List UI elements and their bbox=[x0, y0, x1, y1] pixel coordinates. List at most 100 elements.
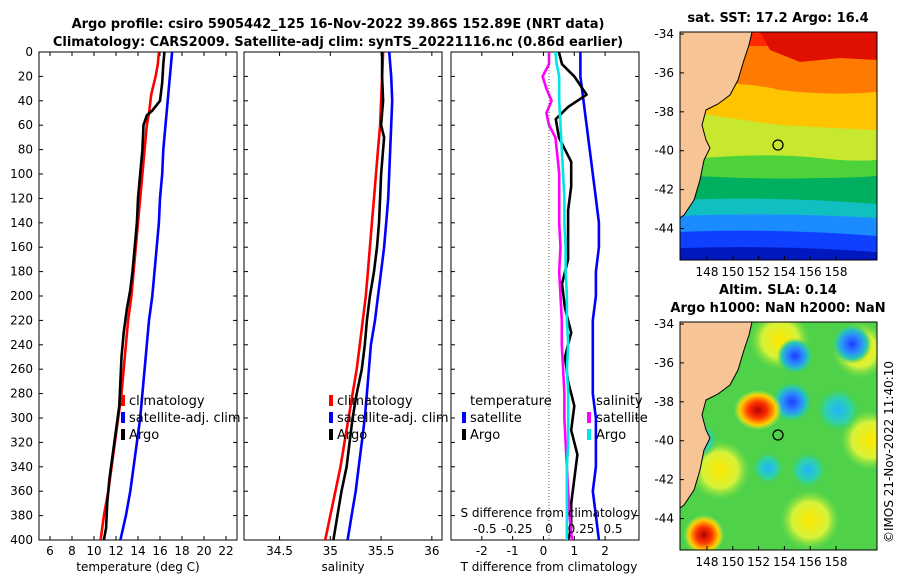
sst-map-title: sat. SST: 17.2 Argo: 16.4 bbox=[687, 11, 868, 26]
legend-swatch-climatology bbox=[121, 395, 125, 406]
sst-map bbox=[680, 32, 877, 260]
x-tick-label: 18 bbox=[174, 544, 189, 558]
map-lon-label: 158 bbox=[825, 555, 848, 569]
legend-swatch-t-argo bbox=[462, 429, 466, 440]
series-line-t-satellite bbox=[579, 52, 601, 540]
difference-series bbox=[541, 52, 601, 540]
depth-tick-label: 280 bbox=[10, 387, 33, 401]
sla-float-marker bbox=[772, 429, 784, 441]
map-lon-label: 154 bbox=[773, 555, 796, 569]
depth-tick-label: 20 bbox=[18, 69, 33, 83]
depth-tick-label: 320 bbox=[10, 435, 33, 449]
series-line-s-satellite bbox=[541, 52, 574, 540]
s-difference-tick-label: 0.5 bbox=[603, 522, 622, 536]
legend-swatch-t-satellite bbox=[462, 412, 466, 423]
depth-tick-label: 200 bbox=[10, 289, 33, 303]
difference-panel-frame bbox=[450, 51, 640, 541]
legend-title-temperature: temperature bbox=[470, 394, 552, 409]
sst-float-marker bbox=[772, 139, 784, 151]
x-tick-label: 0 bbox=[540, 544, 548, 558]
sla-map bbox=[680, 322, 877, 550]
sla-map-frame bbox=[679, 321, 878, 551]
salinity-panel-frame bbox=[243, 51, 443, 541]
temperature-legend: climatology satellite-adj. clim Argo bbox=[121, 394, 241, 443]
legend-label-t-argo: Argo bbox=[470, 428, 500, 443]
depth-tick-label: 300 bbox=[10, 411, 33, 425]
map-lon-label: 152 bbox=[747, 265, 770, 279]
depth-tick-label: 0 bbox=[25, 45, 33, 59]
x-tick-label: 35.5 bbox=[368, 544, 395, 558]
temperature-x-axis: 6 8 10 12 14 16 18 20 22 bbox=[46, 52, 234, 558]
map-lon-label: 158 bbox=[825, 265, 848, 279]
series-line-s-argo bbox=[554, 52, 570, 540]
sst-map-axes: -34 -36 -38 -40 -42 -44 148 150 152 154 156 158 bbox=[654, 27, 847, 279]
legend-label-satellite: satellite-adj. clim bbox=[337, 411, 449, 426]
x-tick-label: 34.5 bbox=[266, 544, 293, 558]
t-difference-axis-label: T difference from climatology bbox=[460, 560, 638, 574]
temperature-series bbox=[99, 52, 174, 540]
depth-tick-label: 400 bbox=[10, 533, 33, 547]
map-lat-label: -44 bbox=[654, 222, 674, 236]
sla-map-title-line2: Argo h1000: NaN h2000: NaN bbox=[670, 301, 885, 316]
sla-map-axes: -34 -36 -38 -40 -42 -44 148 150 152 154 156 158 bbox=[654, 317, 847, 569]
legend-label-argo: Argo bbox=[337, 428, 367, 443]
depth-tick-label: 260 bbox=[10, 362, 33, 376]
x-tick-label: 14 bbox=[130, 544, 145, 558]
legend-swatch-s-argo bbox=[587, 429, 591, 440]
difference-x-axis: -2 -1 0 1 2 bbox=[476, 52, 609, 558]
x-tick-label: 10 bbox=[86, 544, 101, 558]
depth-tick-label: 340 bbox=[10, 460, 33, 474]
sst-map-frame bbox=[679, 31, 878, 261]
map-lat-label: -36 bbox=[654, 356, 674, 370]
map-lat-label: -34 bbox=[654, 317, 674, 331]
legend-title-salinity: salinity bbox=[596, 394, 643, 409]
depth-tick-label: 100 bbox=[10, 167, 33, 181]
x-tick-label: -1 bbox=[507, 544, 519, 558]
depth-tick-label: 120 bbox=[10, 191, 33, 205]
map-lat-label: -40 bbox=[654, 144, 674, 158]
legend-label-satellite: satellite-adj. clim bbox=[129, 411, 241, 426]
series-line-climatology bbox=[323, 52, 385, 540]
legend-swatch-climatology bbox=[329, 395, 333, 406]
depth-tick-label: 80 bbox=[18, 143, 33, 157]
x-tick-label: 22 bbox=[218, 544, 233, 558]
map-lon-label: 156 bbox=[799, 265, 822, 279]
series-line-argo bbox=[332, 52, 386, 540]
x-tick-label: 20 bbox=[196, 544, 211, 558]
map-lat-label: -42 bbox=[654, 473, 674, 487]
legend-swatch-satellite bbox=[329, 412, 333, 423]
map-lon-label: 156 bbox=[799, 555, 822, 569]
series-line-satellite-adj-clim bbox=[119, 52, 174, 540]
x-tick-label: 36 bbox=[424, 544, 439, 558]
imos-credit: ©IMOS 21-Nov-2022 11:40:10 bbox=[882, 361, 896, 543]
figure-title-line2: Climatology: CARS2009. Satellite-adj cli… bbox=[53, 35, 623, 50]
salinity-x-axis: 34.5 35 35.5 36 bbox=[266, 52, 439, 558]
legend-label-s-satellite: satellite bbox=[596, 411, 648, 426]
legend-swatch-argo bbox=[329, 429, 333, 440]
temperature-axis-label: temperature (deg C) bbox=[76, 560, 199, 574]
x-tick-label: 1 bbox=[570, 544, 578, 558]
salinity-axis-label: salinity bbox=[321, 560, 364, 574]
s-difference-tick-label: 0.25 bbox=[568, 522, 595, 536]
x-tick-label: -2 bbox=[476, 544, 488, 558]
depth-tick-label: 220 bbox=[10, 313, 33, 327]
x-tick-label: 35 bbox=[323, 544, 338, 558]
map-lat-label: -42 bbox=[654, 183, 674, 197]
s-difference-tick-label: -0.25 bbox=[501, 522, 532, 536]
depth-tick-label: 160 bbox=[10, 240, 33, 254]
map-lat-label: -36 bbox=[654, 66, 674, 80]
x-tick-label: 8 bbox=[68, 544, 76, 558]
s-difference-tick-label: -0.5 bbox=[473, 522, 496, 536]
map-lat-label: -34 bbox=[654, 27, 674, 41]
x-tick-label: 6 bbox=[46, 544, 54, 558]
map-lon-label: 152 bbox=[747, 555, 770, 569]
salinity-difference-axis: -0.5-0.2500.250.5 bbox=[473, 522, 622, 536]
series-line-satellite-adj-clim bbox=[346, 52, 394, 540]
depth-tick-label: 140 bbox=[10, 216, 33, 230]
map-lon-label: 150 bbox=[721, 555, 744, 569]
depth-tick-label: 380 bbox=[10, 509, 33, 523]
legend-swatch-s-satellite bbox=[587, 412, 591, 423]
map-lat-label: -38 bbox=[654, 395, 674, 409]
legend-label-s-argo: Argo bbox=[596, 428, 626, 443]
depth-tick-label: 240 bbox=[10, 338, 33, 352]
